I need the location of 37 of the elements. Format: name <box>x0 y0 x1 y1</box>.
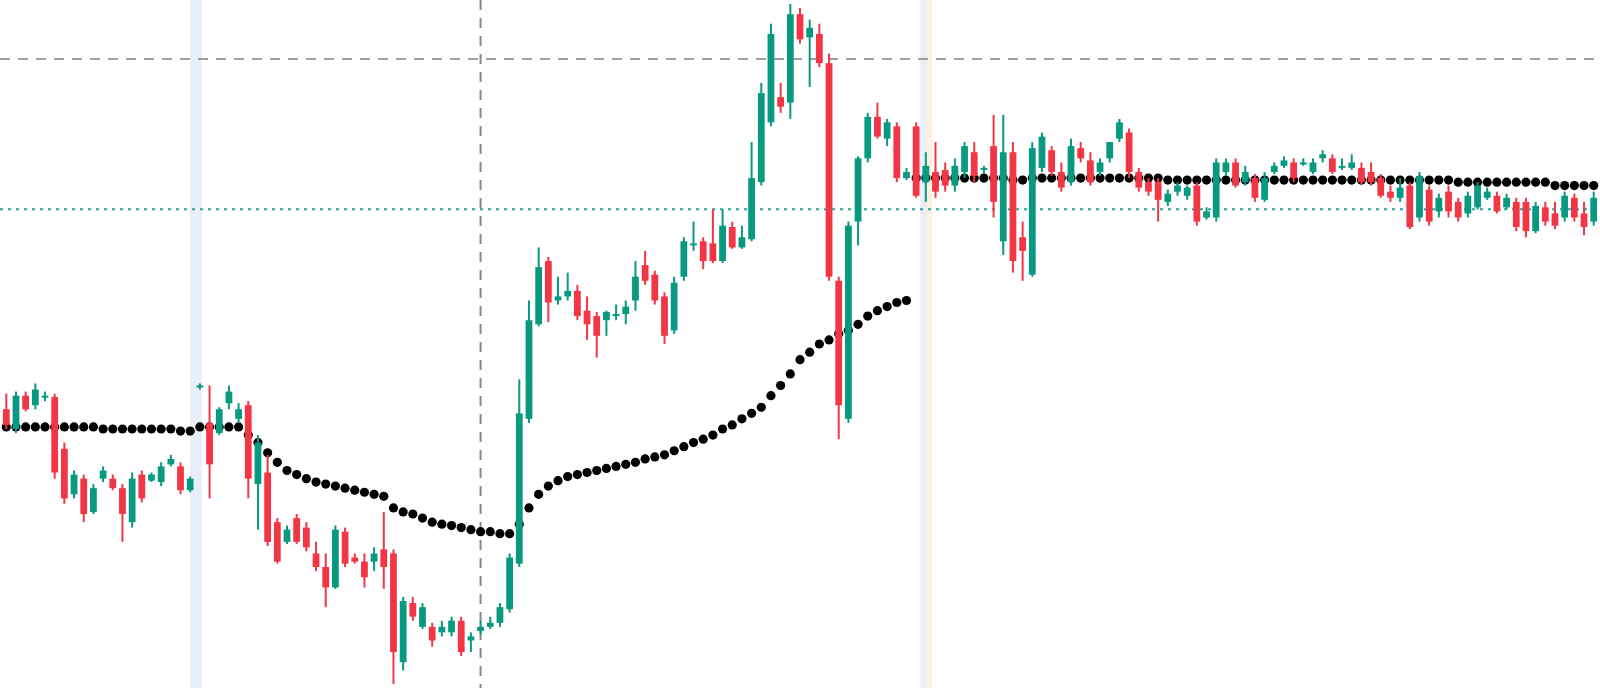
candlestick <box>322 552 330 609</box>
candlestick <box>622 299 630 326</box>
candlestick <box>728 220 736 250</box>
candlestick <box>457 615 465 658</box>
candlestick <box>544 255 552 324</box>
candlestick <box>1106 141 1114 164</box>
candlestick <box>361 552 368 589</box>
candlestick <box>1077 141 1085 164</box>
candlestick <box>119 483 126 543</box>
candlestick <box>80 473 88 524</box>
candlestick <box>90 483 97 515</box>
candlestick <box>128 471 136 529</box>
candlestick <box>864 111 872 164</box>
candlestick <box>419 602 426 630</box>
candlestick <box>1532 200 1540 235</box>
candlestick <box>1590 190 1598 227</box>
candlestick <box>312 540 320 573</box>
candlestick <box>883 117 891 148</box>
candlestick <box>632 260 639 312</box>
candlestick <box>1328 153 1336 175</box>
candlestick <box>874 101 881 140</box>
candlestick <box>1425 184 1433 227</box>
candlestick <box>777 81 785 114</box>
candlestick <box>1116 117 1123 144</box>
candlestick <box>815 22 823 69</box>
candlestick <box>370 546 378 573</box>
candlestick <box>177 461 184 496</box>
candlestick <box>1561 190 1569 223</box>
candlestick <box>806 18 814 88</box>
candlestick <box>138 469 146 504</box>
candlestick <box>22 390 30 413</box>
candlestick <box>409 595 417 622</box>
candlestick <box>564 271 572 302</box>
candlestick <box>670 275 678 335</box>
candlestick <box>1435 192 1443 219</box>
candlestick <box>719 208 726 265</box>
candlestick <box>428 621 436 648</box>
